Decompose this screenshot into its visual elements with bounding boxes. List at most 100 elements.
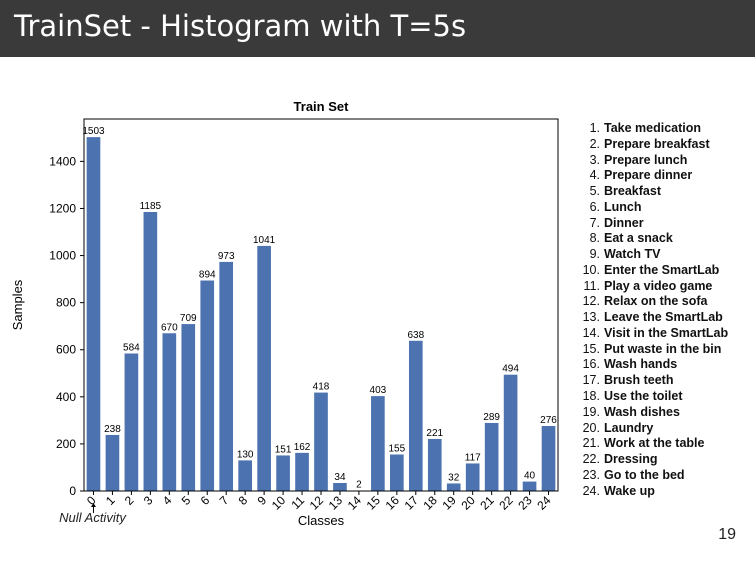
legend-item-label: Wash dishes xyxy=(604,404,680,419)
bar xyxy=(219,261,234,491)
legend-item: 2. Prepare breakfast xyxy=(576,137,728,153)
legend-item-label: Eat a snack xyxy=(604,231,673,246)
y-tick-label: 1200 xyxy=(49,201,76,215)
bar-value-label: 638 xyxy=(407,330,424,341)
legend-item: 17. Brush teeth xyxy=(576,373,728,389)
bar-value-label: 2 xyxy=(356,480,362,491)
legend-item-label: Relax on the sofa xyxy=(604,294,708,309)
legend-item-number: 6. xyxy=(589,199,600,214)
bar xyxy=(295,452,309,491)
legend-item-label: Wash hands xyxy=(604,357,678,372)
bar-value-label: 32 xyxy=(448,472,460,483)
legend-item-label: Breakfast xyxy=(604,184,661,199)
legend-item-label: Visit in the SmartLab xyxy=(604,325,729,340)
legend-item: 23. Go to the bed xyxy=(576,468,728,484)
legend-item-number: 2. xyxy=(589,136,600,151)
legend-item-label: Prepare lunch xyxy=(604,152,688,167)
legend-item-label: Lunch xyxy=(604,199,642,214)
legend-item-label: Play a video game xyxy=(604,278,713,293)
legend-item: 16. Wash hands xyxy=(576,357,728,373)
legend-item-number: 1. xyxy=(589,121,600,135)
bar-value-label: 162 xyxy=(294,442,311,453)
x-tick-label: 13 xyxy=(326,493,346,513)
y-tick-label: 0 xyxy=(69,484,76,498)
histogram-chart: Train Set1503238584118567070989497313010… xyxy=(10,99,559,527)
legend-item-label: Leave the SmartLab xyxy=(604,310,723,325)
slide-title: TrainSet - Histogram with T=5s xyxy=(14,9,467,43)
legend-item-number: 5. xyxy=(589,184,600,199)
legend-item: 13. Leave the SmartLab xyxy=(576,310,728,326)
bar xyxy=(200,280,215,491)
y-tick-label: 1000 xyxy=(49,249,76,263)
bar-value-label: 221 xyxy=(426,428,443,439)
bar xyxy=(143,212,158,491)
x-tick-label: 10 xyxy=(269,493,289,513)
legend-item-number: 21. xyxy=(582,436,600,451)
title-bar: TrainSet - Histogram with T=5s xyxy=(0,0,755,57)
x-tick-label: 18 xyxy=(421,493,441,513)
legend-item-label: Watch TV xyxy=(604,247,661,262)
legend-item-number: 23. xyxy=(582,467,600,482)
bar-value-label: 34 xyxy=(334,472,346,483)
legend-item-label: Laundry xyxy=(604,420,654,435)
legend-item-number: 7. xyxy=(589,215,600,230)
legend-item-number: 18. xyxy=(582,389,600,404)
bar xyxy=(484,422,499,491)
x-tick-label: 24 xyxy=(534,493,554,513)
bar xyxy=(427,438,442,491)
bar-value-label: 1185 xyxy=(140,201,162,212)
legend-item-number: 22. xyxy=(582,452,600,467)
bar-value-label: 1503 xyxy=(82,126,105,137)
legend-item-number: 14. xyxy=(582,325,600,340)
legend-item: 1. Take medication xyxy=(576,121,728,137)
y-axis-label: Samples xyxy=(10,279,25,330)
x-tick-label: 9 xyxy=(255,493,270,508)
bar xyxy=(390,454,404,491)
bar xyxy=(465,463,480,491)
legend-item: 3. Prepare lunch xyxy=(576,153,728,169)
legend-item-number: 17. xyxy=(582,373,600,388)
bar-value-label: 973 xyxy=(218,251,235,262)
legend-item-label: Go to the bed xyxy=(604,467,685,482)
chart-title: Train Set xyxy=(294,99,350,114)
legend-item: 4. Prepare dinner xyxy=(576,168,728,184)
legend-item: 15. Put waste in the bin xyxy=(576,342,728,358)
bar-value-label: 289 xyxy=(483,412,500,423)
legend-item-number: 16. xyxy=(582,357,600,372)
legend-item: 11. Play a video game xyxy=(576,279,728,295)
x-tick-label: 1 xyxy=(103,493,118,508)
bar xyxy=(276,455,290,491)
y-tick-label: 600 xyxy=(56,343,76,357)
bar xyxy=(86,137,101,491)
legend-item-number: 24. xyxy=(582,483,600,498)
bar-value-label: 418 xyxy=(313,382,330,393)
x-axis-label: Classes xyxy=(298,513,345,527)
x-tick-label: 21 xyxy=(477,493,497,513)
legend-item-number: 11. xyxy=(583,278,600,293)
bar-value-label: 40 xyxy=(524,471,536,482)
bar-value-label: 494 xyxy=(502,364,519,375)
x-tick-label: 20 xyxy=(458,493,478,513)
bar xyxy=(446,483,461,491)
legend-item-number: 19. xyxy=(582,404,600,419)
bar xyxy=(371,396,385,491)
legend-item-label: Wake up xyxy=(604,483,655,498)
legend-item: 6. Lunch xyxy=(576,200,728,216)
x-tick-label: 5 xyxy=(179,493,194,508)
bar xyxy=(408,340,423,491)
legend-item: 21. Work at the table xyxy=(576,436,728,452)
x-tick-label: 15 xyxy=(364,493,384,513)
legend-item-label: Prepare breakfast xyxy=(604,136,710,151)
legend-item-label: Enter the SmartLab xyxy=(604,262,720,277)
null-activity-annotation: Null Activity xyxy=(59,510,127,525)
legend-item-number: 13. xyxy=(582,310,600,325)
legend-item-label: Dressing xyxy=(604,452,658,467)
y-tick-label: 200 xyxy=(56,437,76,451)
legend-item-label: Prepare dinner xyxy=(604,168,693,183)
bar xyxy=(162,333,177,491)
legend-item-label: Take medication xyxy=(604,121,702,135)
bar-value-label: 117 xyxy=(465,452,481,463)
bar-value-label: 155 xyxy=(388,444,405,455)
legend-item-label: Brush teeth xyxy=(604,373,674,388)
legend-item: 19. Wash dishes xyxy=(576,405,728,421)
